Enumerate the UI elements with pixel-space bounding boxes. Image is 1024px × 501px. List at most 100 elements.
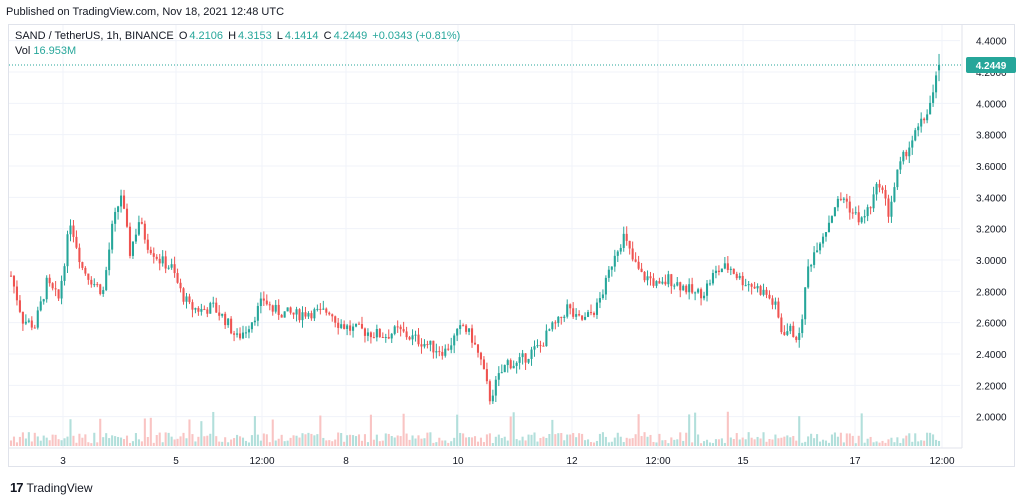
candle-body (726, 263, 729, 270)
candle-body (533, 346, 536, 350)
footer-brand[interactable]: TradingView (26, 480, 93, 495)
volume-bar (923, 440, 926, 446)
tradingview-logo-icon: 17 (10, 480, 24, 495)
volume-bar (836, 436, 839, 446)
candle-body (236, 333, 239, 335)
volume-bar (158, 432, 161, 446)
volume-bar (827, 442, 831, 446)
candle-body (96, 284, 99, 286)
volume-bar (601, 432, 604, 446)
volume-bar (90, 443, 93, 446)
volume-bar (450, 441, 453, 446)
candle-body (39, 301, 42, 311)
candle-body (563, 316, 566, 318)
candle-body (857, 212, 860, 223)
candle-body (218, 312, 221, 316)
candle-body (369, 332, 372, 338)
candle-body (328, 312, 331, 315)
volume-bar (24, 438, 27, 446)
volume-bar (613, 437, 616, 446)
volume-bar (506, 440, 509, 446)
candle-body (884, 189, 887, 199)
volume-bar (259, 440, 262, 446)
volume-bar (447, 442, 450, 446)
candle-body (821, 236, 825, 244)
volume-bar (926, 432, 929, 446)
volume-bar (36, 436, 39, 446)
candle-body (247, 329, 250, 333)
volume-bar (584, 440, 587, 446)
candle-body (875, 183, 878, 195)
candle-body (60, 280, 63, 299)
volume-bar (283, 441, 286, 446)
candle-body (932, 92, 935, 103)
candle-body (173, 264, 176, 274)
legend-low-label: L (276, 30, 283, 42)
candle-body (176, 273, 179, 283)
candle-body (923, 118, 926, 121)
candle-body (423, 344, 426, 347)
volume-bar (714, 439, 717, 446)
volume-bar (589, 441, 593, 446)
candle-body (298, 309, 301, 321)
candle-body (655, 281, 658, 286)
candle-body (860, 217, 863, 223)
candle-body (530, 349, 533, 359)
candle-body (539, 345, 542, 347)
volume-bar (595, 440, 599, 446)
x-tick-label: 3 (60, 456, 66, 467)
volume-bar (87, 442, 90, 446)
volume-bar (289, 437, 292, 446)
volume-bar (93, 432, 96, 446)
volume-bar (738, 439, 741, 446)
volume-label: Vol (15, 45, 31, 57)
candle-body (441, 351, 444, 356)
candle-body (241, 332, 245, 339)
candle-body (705, 283, 709, 296)
candle-body (396, 326, 399, 328)
candle-body (140, 222, 143, 224)
volume-bar (545, 437, 548, 446)
volume-bar (628, 438, 631, 446)
volume-bar (756, 436, 759, 446)
volume-bar (146, 437, 149, 446)
volume-bar (908, 433, 911, 446)
x-tick-label: 10 (452, 456, 464, 467)
volume-bar (15, 442, 18, 446)
volume-bar (664, 440, 667, 446)
candle-body (667, 274, 670, 285)
volume-bar (893, 442, 896, 446)
candle-body (152, 253, 155, 257)
candle-body (634, 259, 637, 262)
volume-bar (354, 436, 358, 446)
volume-bar (438, 437, 441, 446)
volume-bar (869, 436, 872, 446)
volume-bar (459, 432, 462, 446)
candle-body (851, 212, 854, 214)
candle-body (937, 64, 941, 71)
candle-body (735, 273, 738, 279)
volume-bar (120, 437, 123, 446)
volume-bar (182, 432, 185, 446)
volume-bar (188, 419, 191, 446)
candle-body (301, 312, 304, 321)
candle-body (798, 333, 801, 340)
volume-bar (485, 434, 488, 446)
candle-body (295, 309, 298, 315)
candle-body (926, 114, 929, 121)
candle-body (589, 312, 593, 314)
y-tick-label: 3.2000 (976, 225, 1007, 236)
candle-body (161, 256, 164, 264)
candle-body (274, 304, 277, 312)
candle-body (878, 183, 881, 188)
candle-body (244, 332, 248, 334)
candle-body (587, 312, 590, 317)
volume-bar (777, 438, 780, 446)
candle-body (340, 324, 343, 328)
candle-body (607, 269, 610, 278)
volume-bar (316, 434, 319, 446)
volume-bar (173, 439, 176, 446)
candle-body (512, 365, 515, 369)
volume-bar (390, 436, 393, 446)
